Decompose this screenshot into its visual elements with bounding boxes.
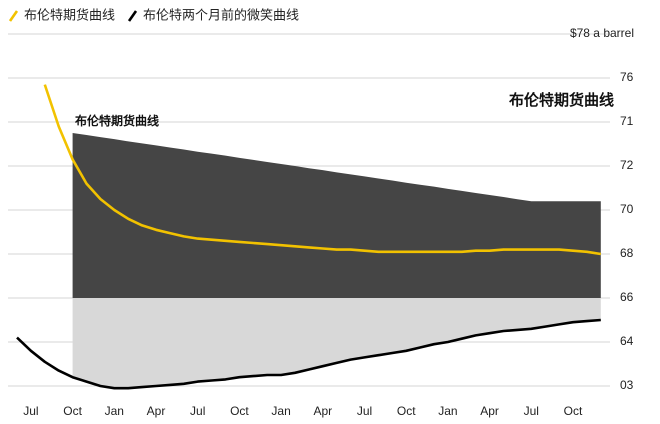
- area: [72, 133, 601, 298]
- series-line: [16, 318, 601, 390]
- legend-label: 布伦特期货曲线: [24, 7, 115, 22]
- x-tick-label: Jul: [357, 404, 372, 418]
- legend-marker: [8, 10, 19, 22]
- y-tick-label: 72: [620, 158, 634, 172]
- x-tick-label: Oct: [63, 404, 82, 418]
- x-tick-label: Jul: [23, 404, 38, 418]
- series-line: [43, 84, 602, 256]
- y-tick-label: $78 a barrel: [570, 26, 634, 40]
- y-tick-label: 70: [620, 202, 634, 216]
- y-tick-label: 76: [620, 70, 634, 84]
- x-tick-label: Jul: [524, 404, 539, 418]
- x-tick-label: Apr: [147, 404, 166, 418]
- legend-marker: [127, 10, 138, 22]
- x-tick-label: Jan: [271, 404, 290, 418]
- y-tick-label: 68: [620, 246, 634, 260]
- x-tick-label: Oct: [564, 404, 583, 418]
- annotation: 布伦特期货曲线: [75, 113, 159, 128]
- x-tick-label: Jan: [105, 404, 124, 418]
- x-tick-label: Apr: [480, 404, 499, 418]
- y-tick-label: 03: [620, 378, 634, 392]
- y-tick-label: 66: [620, 290, 634, 304]
- x-tick-label: Oct: [230, 404, 249, 418]
- legend-label: 布伦特两个月前的微笑曲线: [143, 7, 299, 22]
- x-tick-label: Jan: [438, 404, 457, 418]
- y-tick-label: 64: [620, 334, 634, 348]
- annotation: 布伦特期货曲线: [509, 91, 614, 109]
- y-tick-label: 71: [620, 114, 634, 128]
- x-tick-label: Oct: [397, 404, 416, 418]
- x-tick-label: Jul: [190, 404, 205, 418]
- x-tick-label: Apr: [313, 404, 332, 418]
- area: [72, 298, 601, 389]
